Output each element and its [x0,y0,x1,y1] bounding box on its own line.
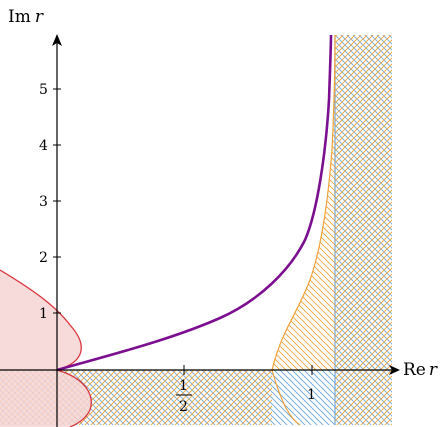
y-axis-label: Im r [8,7,44,27]
x-axis-label: Re r [403,360,438,380]
y-tick-label: 3 [39,194,48,210]
x-tick-half-numerator: 1 [179,378,188,394]
y-tick-label: 2 [39,250,48,266]
x-axis-label-var: r [429,360,438,380]
y-tick-label: 4 [39,138,48,154]
y-tick-label: 5 [39,82,48,98]
x-axis [0,365,400,375]
red-region [0,269,92,427]
purple-curve [56,34,333,372]
x-ticks: 1 2 1 [176,365,316,415]
x-tick-half-denominator: 2 [179,399,188,415]
x-axis-label-prefix: Re [403,360,426,380]
y-axis-label-prefix: Im [8,7,31,27]
x-tick-one: 1 [307,387,316,403]
y-ticks: 1 2 3 4 5 [39,82,61,322]
y-axis [52,34,62,427]
y-axis-label-var: r [35,7,44,27]
y-tick-label: 1 [39,306,48,322]
